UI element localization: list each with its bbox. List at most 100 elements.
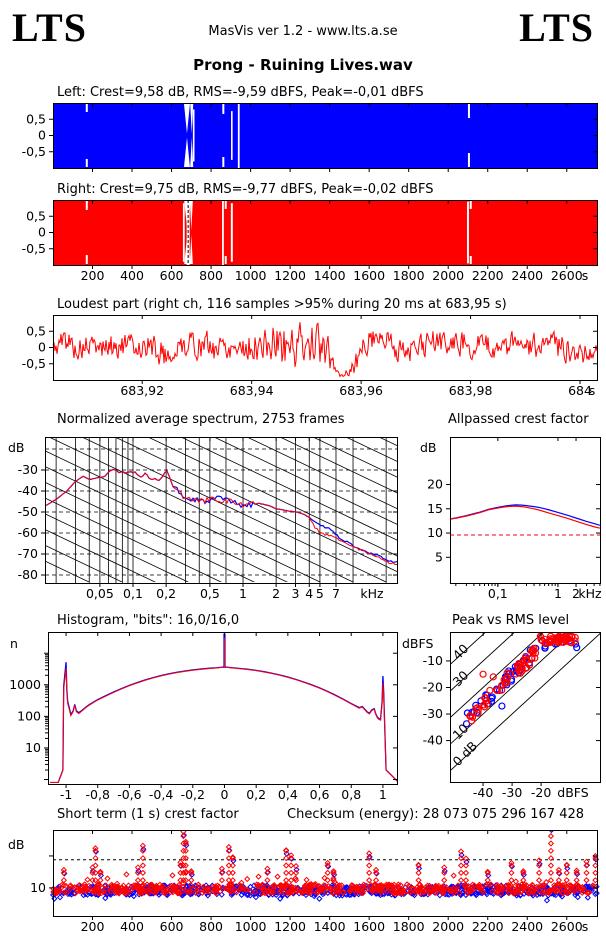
- svg-text:-0,5: -0,5: [22, 144, 46, 159]
- svg-text:0: 0: [38, 225, 46, 240]
- svg-text:1800: 1800: [393, 268, 425, 283]
- svg-text:-0,8: -0,8: [86, 787, 110, 802]
- svg-text:200: 200: [81, 268, 105, 283]
- svg-text:0,4: 0,4: [278, 787, 298, 802]
- svg-text:0: 0: [221, 787, 229, 802]
- svg-text:-40: -40: [423, 733, 443, 748]
- svg-text:200: 200: [81, 919, 105, 934]
- svg-text:1000: 1000: [235, 268, 267, 283]
- svg-text:-20: -20: [423, 679, 443, 694]
- svg-text:4: 4: [305, 586, 313, 601]
- svg-text:0: 0: [38, 340, 46, 355]
- svg-text:10: 10: [427, 525, 443, 540]
- svg-text:15: 15: [427, 501, 443, 516]
- svg-text:1: 1: [379, 787, 387, 802]
- svg-text:0,5: 0,5: [26, 111, 46, 126]
- svg-text:0,1: 0,1: [488, 586, 508, 601]
- svg-text:s: s: [582, 268, 589, 283]
- svg-text:2400: 2400: [511, 919, 543, 934]
- svg-text:0,6: 0,6: [310, 787, 330, 802]
- svg-text:1200: 1200: [274, 268, 306, 283]
- svg-text:2000: 2000: [432, 919, 464, 934]
- svg-text:1400: 1400: [314, 919, 346, 934]
- svg-text:0,2: 0,2: [246, 787, 266, 802]
- svg-text:600: 600: [160, 919, 184, 934]
- svg-text:1200: 1200: [274, 919, 306, 934]
- checksum-value: Checksum (energy): 28 073 075 296 167 42…: [287, 807, 585, 822]
- allpassed-title: Allpassed crest factor: [448, 412, 589, 427]
- svg-text:kHz: kHz: [578, 586, 602, 601]
- svg-text:400: 400: [120, 919, 144, 934]
- svg-text:3: 3: [292, 586, 300, 601]
- spectrum-title: Normalized average spectrum, 2753 frames: [57, 412, 345, 427]
- peak-vs-rms-title: Peak vs RMS level: [452, 613, 570, 628]
- loudest-part-title: Loudest part (right ch, 116 samples >95%…: [57, 297, 507, 312]
- svg-text:0 dB: 0 dB: [450, 738, 481, 769]
- svg-text:2400: 2400: [511, 268, 543, 283]
- svg-text:683,98: 683,98: [449, 383, 493, 398]
- svg-text:2: 2: [572, 586, 580, 601]
- svg-text:-70: -70: [18, 546, 38, 561]
- svg-text:2200: 2200: [472, 268, 504, 283]
- svg-text:40: 40: [450, 641, 472, 663]
- svg-text:2600: 2600: [551, 268, 583, 283]
- svg-text:683,96: 683,96: [339, 383, 383, 398]
- svg-text:s: s: [589, 383, 596, 398]
- svg-text:30: 30: [450, 667, 472, 689]
- logo-right: LTS: [519, 5, 594, 50]
- short-term-title: Short term (1 s) crest factor: [57, 807, 239, 822]
- svg-text:-1: -1: [60, 787, 72, 802]
- svg-text:800: 800: [199, 268, 223, 283]
- svg-text:s: s: [582, 919, 589, 934]
- svg-text:-30: -30: [18, 462, 38, 477]
- svg-text:dB: dB: [420, 440, 437, 455]
- svg-text:dB: dB: [8, 440, 25, 455]
- logo-left: LTS: [12, 5, 87, 50]
- svg-text:-0,5: -0,5: [22, 241, 46, 256]
- svg-text:-50: -50: [18, 504, 38, 519]
- svg-text:2600: 2600: [551, 919, 583, 934]
- svg-text:20: 20: [427, 477, 443, 492]
- right-channel-stats: Right: Crest=9,75 dB, RMS=-9,77 dBFS, Pe…: [57, 182, 434, 197]
- svg-text:kHz: kHz: [360, 586, 384, 601]
- svg-text:1000: 1000: [235, 919, 267, 934]
- svg-text:dBFS: dBFS: [557, 785, 588, 800]
- svg-text:-0,2: -0,2: [181, 787, 205, 802]
- svg-text:dB: dB: [8, 837, 25, 852]
- left-channel-stats: Left: Crest=9,58 dB, RMS=-9,59 dBFS, Pea…: [57, 85, 424, 100]
- svg-text:2000: 2000: [432, 268, 464, 283]
- svg-text:-0,6: -0,6: [117, 787, 141, 802]
- svg-text:1: 1: [554, 586, 562, 601]
- svg-text:2200: 2200: [472, 919, 504, 934]
- svg-text:-0,4: -0,4: [149, 787, 173, 802]
- svg-text:0,2: 0,2: [156, 586, 176, 601]
- svg-text:684: 684: [568, 383, 592, 398]
- svg-text:-20: -20: [531, 785, 551, 800]
- svg-text:2: 2: [272, 586, 280, 601]
- svg-text:1000: 1000: [9, 677, 41, 692]
- svg-text:1600: 1600: [353, 268, 385, 283]
- svg-text:0,05: 0,05: [86, 586, 114, 601]
- svg-text:n: n: [10, 636, 18, 651]
- svg-text:600: 600: [160, 268, 184, 283]
- svg-text:5: 5: [435, 549, 443, 564]
- svg-text:683,92: 683,92: [120, 383, 164, 398]
- svg-text:1800: 1800: [393, 919, 425, 934]
- svg-text:7: 7: [332, 586, 340, 601]
- app-version: MasVis ver 1.2 - www.lts.a.se: [208, 24, 398, 39]
- svg-text:-40: -40: [18, 483, 38, 498]
- histogram-title: Histogram, "bits": 16,0/16,0: [57, 613, 240, 628]
- svg-text:-60: -60: [18, 525, 38, 540]
- svg-text:-30: -30: [423, 706, 443, 721]
- svg-text:-30: -30: [502, 785, 522, 800]
- svg-text:10: 10: [30, 880, 46, 895]
- file-title: Prong - Ruining Lives.wav: [193, 56, 413, 74]
- svg-text:0,5: 0,5: [26, 323, 46, 338]
- svg-text:0,1: 0,1: [123, 586, 143, 601]
- svg-text:-10: -10: [423, 653, 443, 668]
- svg-text:10: 10: [25, 740, 41, 755]
- svg-text:-80: -80: [18, 567, 38, 582]
- svg-text:-40: -40: [473, 785, 493, 800]
